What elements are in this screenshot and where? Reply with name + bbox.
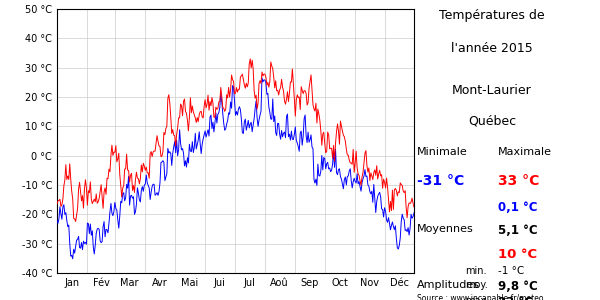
- Text: 0,1 °C: 0,1 °C: [498, 201, 538, 214]
- Text: 33 °C: 33 °C: [498, 174, 539, 188]
- Text: Mont-Laurier: Mont-Laurier: [452, 84, 532, 97]
- Text: 5,1 °C: 5,1 °C: [498, 224, 538, 236]
- Text: min.: min.: [465, 266, 487, 275]
- Text: -31 °C: -31 °C: [417, 174, 464, 188]
- Text: 9,8 °C: 9,8 °C: [498, 280, 538, 293]
- Text: Québec: Québec: [468, 114, 516, 127]
- Text: Minimale: Minimale: [417, 147, 468, 157]
- Text: moy.: moy.: [465, 280, 488, 290]
- Text: Maximale: Maximale: [498, 147, 552, 157]
- Text: 10 °C: 10 °C: [498, 248, 537, 260]
- Text: 23 °C: 23 °C: [498, 296, 533, 300]
- Text: -1 °C: -1 °C: [498, 266, 524, 275]
- Text: max.: max.: [465, 296, 489, 300]
- Text: l'année 2015: l'année 2015: [451, 42, 533, 55]
- Text: Moyennes: Moyennes: [417, 224, 474, 233]
- Text: Amplitudes: Amplitudes: [417, 280, 480, 290]
- Text: Source : www.incapable.fr/meteo: Source : www.incapable.fr/meteo: [417, 294, 544, 300]
- Text: Températures de: Températures de: [439, 9, 545, 22]
